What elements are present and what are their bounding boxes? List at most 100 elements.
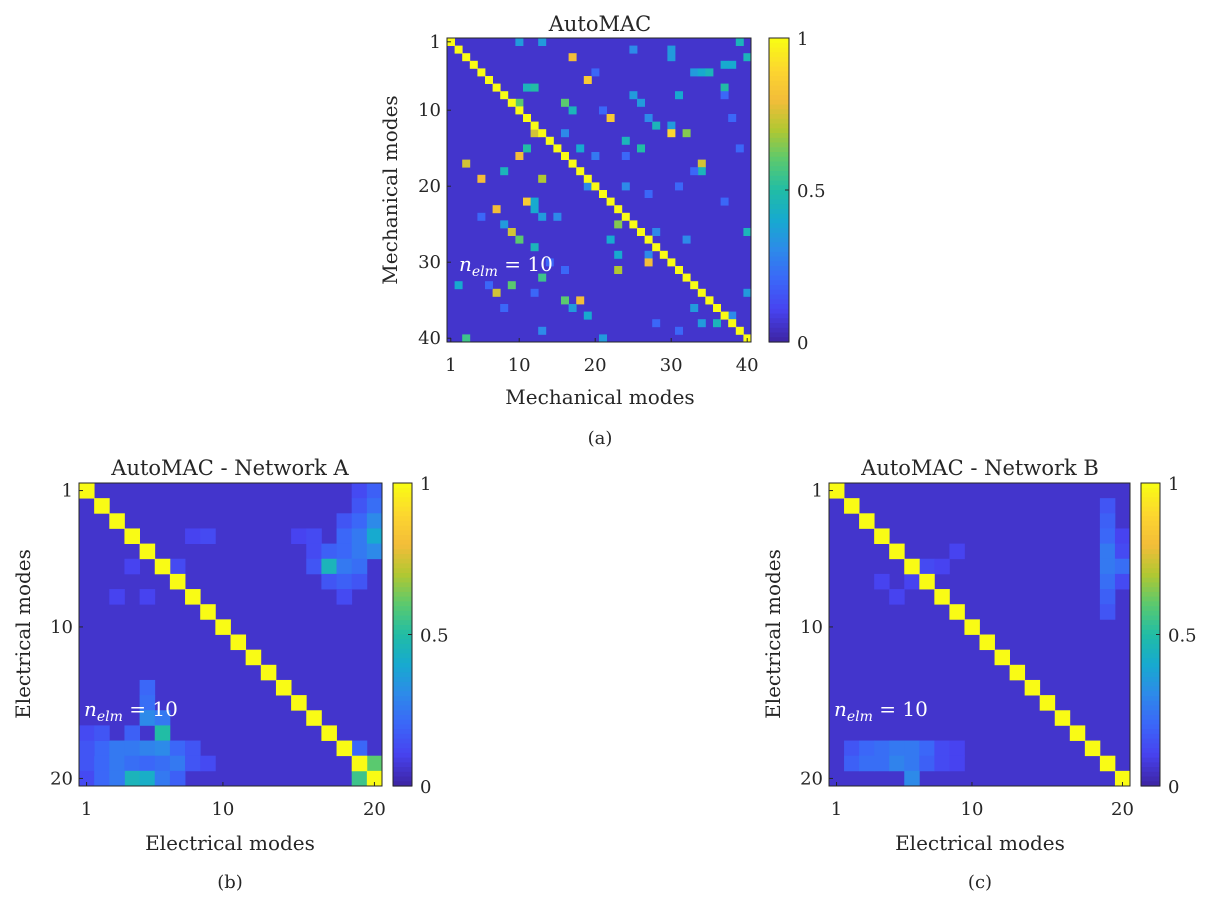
heatmap-cell xyxy=(169,755,186,772)
heatmap-cell xyxy=(644,258,653,267)
x-tick-label: 10 xyxy=(211,799,234,820)
y-tick-label: 1 xyxy=(430,32,441,53)
panel-c-colorbar: 00.51 xyxy=(1140,474,1197,798)
heatmap-cell xyxy=(351,770,368,787)
heatmap-cell xyxy=(844,740,860,757)
heatmap-diagonal-cell xyxy=(154,558,171,575)
heatmap-cell xyxy=(1099,513,1116,529)
heatmap-diagonal-cell xyxy=(485,76,493,84)
heatmap-cell xyxy=(462,159,471,168)
colorbar-segment xyxy=(1141,724,1160,730)
heatmap-cell xyxy=(139,695,156,711)
colorbar-segment xyxy=(393,501,412,508)
colorbar-segment xyxy=(1141,743,1160,749)
colorbar-segment xyxy=(1141,483,1160,489)
colorbar-segment xyxy=(769,175,789,182)
heatmap-cell xyxy=(1099,543,1116,560)
heatmap-diagonal-cell xyxy=(934,589,950,605)
colorbar-segment xyxy=(769,38,789,44)
colorbar-tick-label: 0 xyxy=(420,777,431,798)
heatmap-cell xyxy=(336,513,353,529)
colorbar-segment xyxy=(393,696,412,702)
colorbar-segment xyxy=(393,577,412,584)
colorbar-segment xyxy=(769,76,789,82)
heatmap-diagonal-cell xyxy=(1099,755,1116,772)
heatmap-diagonal-cell xyxy=(477,68,486,77)
heatmap-cell xyxy=(169,558,186,575)
heatmap-diagonal-cell xyxy=(614,205,623,214)
heatmap-diagonal-cell xyxy=(1024,679,1041,696)
colorbar-segment xyxy=(393,634,412,640)
heatmap-diagonal-cell xyxy=(245,649,262,666)
colorbar-segment xyxy=(393,525,412,531)
colorbar-segment xyxy=(1141,596,1160,602)
y-tick-label: 10 xyxy=(418,100,441,121)
heatmap-cell xyxy=(583,182,592,191)
x-tick-label: 1 xyxy=(831,799,842,820)
colorbar-segment xyxy=(1141,658,1160,664)
heatmap-diagonal-cell xyxy=(515,106,524,115)
panel-c-yticks: 1 10 20 xyxy=(800,481,833,789)
heatmap-cell xyxy=(728,114,737,122)
panel-b-title: AutoMAC - Network A xyxy=(110,456,349,480)
colorbar-segment xyxy=(769,52,789,58)
x-tick-label: 10 xyxy=(508,355,531,376)
colorbar-segment xyxy=(1141,696,1160,702)
colorbar-segment xyxy=(393,672,412,678)
heatmap-cell xyxy=(462,334,471,343)
colorbar-segment xyxy=(769,327,789,334)
colorbar-segment xyxy=(393,587,412,593)
colorbar-segment xyxy=(769,213,789,220)
heatmap-cell xyxy=(697,167,706,176)
heatmap-cell xyxy=(79,770,95,787)
heatmap-cell xyxy=(621,136,630,145)
colorbar-segment xyxy=(1141,511,1160,517)
heatmap-cell xyxy=(591,152,600,160)
heatmap-cell xyxy=(561,266,569,274)
heatmap-cell xyxy=(351,558,368,575)
panel-c-frame xyxy=(828,482,1131,787)
heatmap-cell xyxy=(904,770,920,787)
heatmap-cell xyxy=(94,725,110,741)
colorbar-segment xyxy=(1141,653,1160,659)
heatmap-cell xyxy=(874,740,890,757)
heatmap-cell xyxy=(1099,589,1116,605)
heatmap-cell xyxy=(576,144,585,153)
heatmap-cell xyxy=(844,755,860,772)
colorbar-segment xyxy=(1141,506,1160,512)
y-tick-label: 20 xyxy=(418,176,441,197)
colorbar-tick-label: 0 xyxy=(797,333,808,354)
heatmap-cell xyxy=(321,543,337,560)
panel-a-xticks: 1 10 20 30 40 xyxy=(445,338,759,376)
colorbar-segment xyxy=(393,667,412,673)
colorbar-segment xyxy=(393,738,412,744)
heatmap-cell xyxy=(1099,528,1116,544)
colorbar-segment xyxy=(393,748,412,754)
heatmap-cell xyxy=(454,281,463,290)
colorbar-segment xyxy=(393,719,412,726)
heatmap-diagonal-cell xyxy=(599,190,607,198)
heatmap-cell xyxy=(682,235,691,244)
heatmap-cell xyxy=(321,558,337,575)
colorbar-segment xyxy=(1141,771,1160,778)
colorbar-segment xyxy=(1141,520,1160,527)
heatmap-cell xyxy=(515,38,524,46)
heatmap-cell xyxy=(629,91,638,100)
heatmap-diagonal-cell xyxy=(1054,710,1071,726)
panel-b-cells xyxy=(79,483,383,787)
heatmap-cell xyxy=(667,53,676,62)
heatmap-cell xyxy=(697,159,706,168)
heatmap-diagonal-cell xyxy=(79,483,95,499)
heatmap-cell xyxy=(366,498,383,514)
heatmap-cell xyxy=(934,558,950,575)
heatmap-cell xyxy=(538,326,547,335)
colorbar-segment xyxy=(1141,643,1160,650)
heatmap-cell xyxy=(79,755,95,772)
heatmap-cell xyxy=(743,288,752,297)
heatmap-diagonal-cell xyxy=(675,266,683,274)
heatmap-cell xyxy=(652,228,661,236)
x-tick-label: 1 xyxy=(81,799,92,820)
colorbar-segment xyxy=(393,516,412,522)
heatmap-cell xyxy=(185,740,201,757)
panel-b-annotation-rest: = 10 xyxy=(123,697,178,721)
